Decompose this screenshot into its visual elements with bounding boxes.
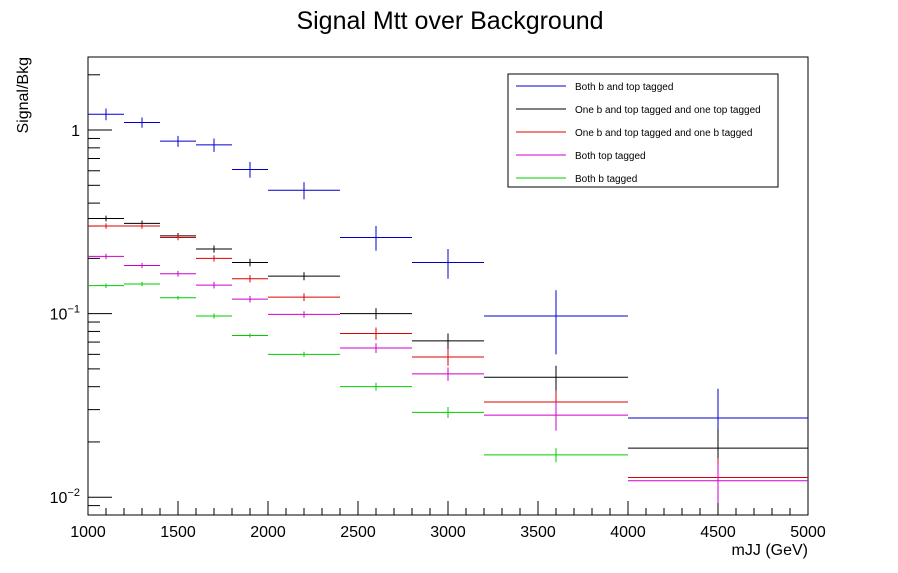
legend-entry: Both b tagged — [516, 174, 637, 185]
x-tick-label: 3500 — [520, 524, 556, 541]
series-layer — [88, 108, 808, 503]
x-tick-label: 3000 — [430, 524, 466, 541]
x-tick-label: 4500 — [700, 524, 736, 541]
chart-title: Signal Mtt over Background — [296, 7, 603, 35]
series-3 — [88, 223, 808, 503]
legend-entry: One b and top tagged and one b tagged — [516, 128, 752, 139]
legend-label: One b and top tagged and one b tagged — [575, 128, 752, 139]
series-4 — [88, 253, 808, 503]
x-tick-label: 4000 — [610, 524, 646, 541]
legend-entry: Both top tagged — [516, 151, 646, 162]
legend-label: Both b tagged — [575, 174, 637, 185]
legend-label: Both b and top tagged — [575, 82, 673, 93]
legend-label: Both top tagged — [575, 151, 646, 162]
x-tick-label: 1500 — [160, 524, 196, 541]
legend-entry: Both b and top tagged — [516, 82, 673, 93]
series-2 — [88, 215, 808, 474]
axes: 1000 1500 2000 2500 3000 3500 4000 4500 5000 10−2… — [50, 74, 826, 541]
legend-label: One b and top tagged and one top tagged — [575, 105, 761, 116]
legend: Both b and top tagged One b and top tagge… — [507, 73, 779, 188]
y-tick-label: 10−2 — [50, 487, 80, 507]
legend-entry: One b and top tagged and one top tagged — [516, 105, 761, 116]
y-tick-label: 10−1 — [50, 304, 80, 324]
series-5 — [88, 281, 628, 463]
x-axis-label: mJJ (GeV) — [732, 542, 808, 559]
x-tick-label: 1000 — [70, 524, 106, 541]
x-tick-label: 2500 — [340, 524, 376, 541]
y-axis-label: Signal/Bkg — [15, 57, 32, 134]
y-tick-label: 1 — [71, 123, 80, 140]
legend-box — [507, 73, 779, 188]
x-tick-label: 2000 — [250, 524, 286, 541]
x-tick-label: 5000 — [790, 524, 826, 541]
